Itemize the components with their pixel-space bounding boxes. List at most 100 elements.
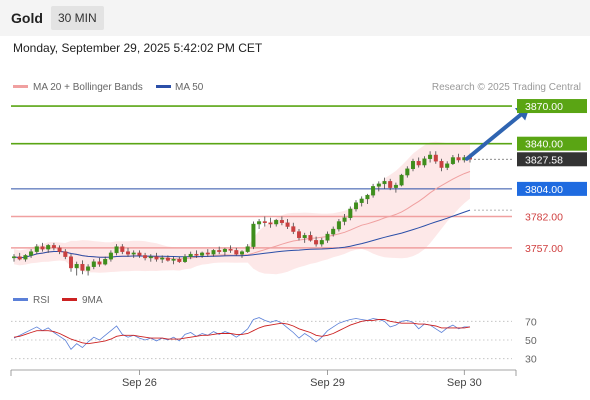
- candle-body: [262, 221, 267, 223]
- candle-body: [211, 250, 216, 255]
- candle-body: [91, 261, 96, 267]
- level-label-3804.00: 3804.00: [525, 184, 563, 196]
- last-price-label: 3827.58: [525, 154, 563, 166]
- candle-body: [456, 157, 461, 161]
- candle-body: [120, 246, 125, 252]
- level-labels: 3870.00 3840.00 3804.00 3782.00 3757.00 3827.…: [517, 99, 587, 255]
- candle-body: [251, 223, 256, 247]
- candle-body: [365, 194, 370, 200]
- candle-body: [222, 248, 227, 252]
- arrow-shaft: [465, 110, 526, 161]
- candle-body: [234, 250, 239, 255]
- rsi-level-label-30: 30: [525, 354, 537, 366]
- candlesticks: [11, 151, 473, 276]
- candle-body: [279, 220, 284, 223]
- candle-body: [86, 266, 91, 271]
- candle-body: [393, 184, 398, 188]
- rsi-ma-legend-swatch: [62, 298, 77, 301]
- candle-body: [103, 258, 108, 265]
- candle-body: [40, 246, 45, 250]
- candle-body: [319, 240, 324, 245]
- candle-body: [17, 256, 22, 260]
- ma20-legend-label: MA 20 + Bollinger Bands: [33, 82, 143, 93]
- candle-body: [239, 251, 244, 255]
- candle-body: [182, 256, 187, 262]
- candle-body: [131, 252, 136, 255]
- candle-body: [177, 258, 182, 262]
- candle-body: [63, 251, 68, 257]
- candle-body: [257, 221, 262, 225]
- timeframe-badge[interactable]: 30 MIN: [51, 6, 104, 30]
- candle-body: [314, 240, 319, 245]
- candle-body: [354, 202, 359, 210]
- instrument-title: Gold: [11, 10, 43, 26]
- x-axis: Sep 26 Sep 29 Sep 30: [10, 369, 517, 389]
- rsi-panel: 70 50 30: [11, 316, 537, 366]
- rsi-ma-legend-label: 9MA: [82, 295, 103, 306]
- candle-body: [399, 174, 404, 186]
- candle-body: [23, 255, 28, 260]
- candle-body: [80, 263, 85, 271]
- candle-body: [336, 221, 341, 230]
- candle-body: [274, 220, 279, 225]
- candle-body: [428, 154, 433, 159]
- candle-body: [359, 198, 364, 203]
- candle-body: [125, 251, 130, 255]
- candle-body: [108, 252, 113, 260]
- candle-body: [268, 222, 273, 225]
- candle-body: [416, 161, 421, 166]
- candle-body: [388, 181, 393, 188]
- candle-body: [205, 252, 210, 255]
- price-levels: [11, 105, 512, 249]
- last-price-bg: [517, 152, 587, 167]
- candle-body: [165, 257, 170, 261]
- candle-body: [74, 263, 79, 269]
- candle-body: [160, 257, 165, 260]
- candle-body: [143, 255, 148, 259]
- level-label-bg-3870.00: [517, 99, 587, 114]
- timestamp: Monday, September 29, 2025 5:42:02 PM CE…: [13, 41, 263, 55]
- level-label-bg-3804.00: [517, 181, 587, 196]
- level-label-3870.00: 3870.00: [525, 101, 563, 113]
- candle-body: [371, 186, 376, 196]
- rsi-legend-swatch: [13, 298, 28, 301]
- candle-body: [29, 251, 34, 256]
- rsi-legend-label: RSI: [33, 295, 50, 306]
- candle-body: [297, 231, 302, 239]
- rsi-level-label-50: 50: [525, 335, 537, 347]
- candle-body: [154, 256, 159, 260]
- level-label-bg-3840.00: [517, 136, 587, 151]
- x-tick-label: Sep 26: [122, 377, 157, 389]
- candle-body: [97, 261, 102, 265]
- candle-body: [51, 245, 56, 249]
- projection-arrow: [465, 106, 530, 161]
- candle-body: [405, 168, 410, 176]
- candle-body: [57, 247, 62, 252]
- candle-body: [411, 161, 416, 170]
- copyright-label: Research © 2025 Trading Central: [432, 82, 581, 93]
- candle-body: [217, 250, 222, 252]
- candle-body: [171, 258, 176, 261]
- candle-body: [114, 246, 119, 254]
- ma50-legend-swatch: [156, 85, 171, 88]
- x-tick-label: Sep 30: [447, 377, 482, 389]
- candle-body: [439, 161, 444, 168]
- level-label-3840.00: 3840.00: [525, 139, 563, 151]
- ma50-legend-label: MA 50: [175, 82, 204, 93]
- candle-body: [325, 233, 330, 241]
- candle-body: [245, 246, 250, 252]
- rsi-level-label-70: 70: [525, 316, 537, 328]
- candle-body: [137, 252, 142, 256]
- candle-body: [46, 245, 51, 250]
- candle-body: [342, 217, 347, 222]
- candle-body: [348, 208, 353, 218]
- x-tick-label: Sep 29: [310, 377, 345, 389]
- candle-body: [68, 256, 73, 269]
- ma20-legend-swatch: [13, 85, 28, 88]
- candle-body: [331, 228, 336, 235]
- rsi-line: [13, 317, 470, 350]
- candle-body: [200, 252, 205, 256]
- candle-body: [148, 256, 153, 259]
- bollinger-band-area: [14, 141, 470, 275]
